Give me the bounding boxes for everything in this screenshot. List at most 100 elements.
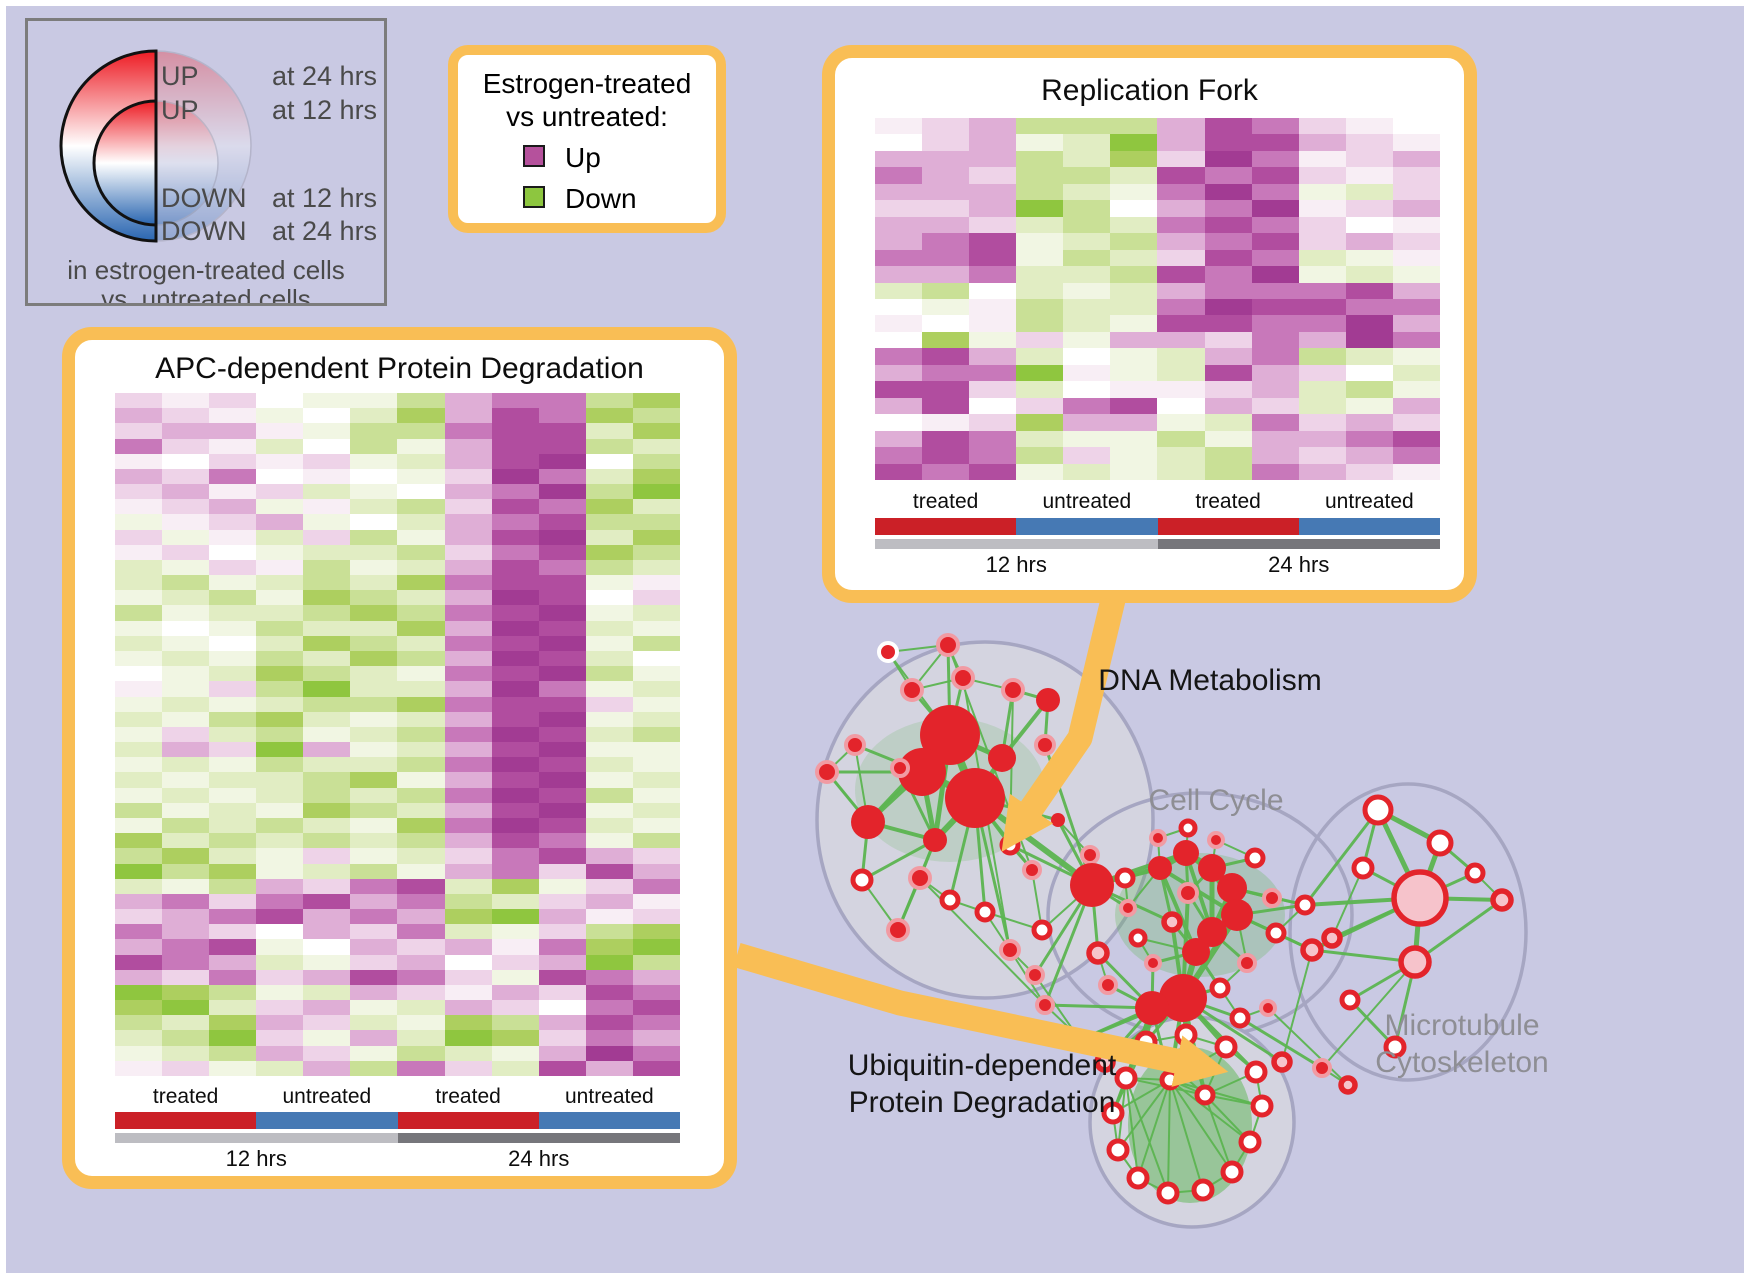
heatmap-cell	[585, 438, 633, 454]
heatmap-cell	[538, 924, 586, 940]
heatmap-cell	[1251, 397, 1299, 415]
heatmap-cell	[491, 605, 539, 621]
heatmap-cell	[444, 939, 492, 955]
heatmap-cell	[1392, 315, 1440, 332]
heatmap-cell	[397, 484, 445, 500]
heatmap-cell	[397, 878, 445, 894]
heatmap-cell	[1251, 150, 1299, 168]
heatmap-cell	[303, 484, 351, 500]
heatmap-cell	[397, 742, 445, 758]
heatmap-cell	[303, 590, 351, 606]
network-node	[1106, 1138, 1130, 1162]
heatmap-cell	[444, 742, 492, 758]
heatmap-cell	[1157, 167, 1205, 184]
heatmap-cell	[444, 1030, 492, 1046]
network-node	[900, 678, 924, 702]
network-edge	[918, 768, 979, 802]
heatmap-cell	[1204, 200, 1252, 217]
heatmap-cell	[922, 348, 970, 365]
heatmap-cell	[209, 681, 257, 697]
heatmap-cell	[256, 984, 304, 1001]
heatmap-cell	[1392, 348, 1440, 365]
heatmap-cell	[491, 468, 539, 485]
heatmap-cell	[256, 848, 304, 864]
heatmap-cell	[538, 620, 586, 636]
network-edge	[1089, 865, 1163, 888]
network-edge	[1186, 866, 1214, 895]
heatmap-cell	[350, 408, 398, 424]
network-edge	[1209, 865, 1235, 891]
network-node	[844, 734, 866, 756]
heatmap-cell	[209, 559, 257, 576]
network-node	[1101, 1101, 1125, 1125]
heatmap-cell	[303, 833, 351, 849]
network-edges	[825, 643, 1504, 1194]
heatmap-cell	[303, 1060, 351, 1076]
heatmap-cell	[303, 848, 351, 864]
heatmap-cell	[632, 1015, 680, 1031]
heatmap-cell	[491, 590, 539, 606]
network-edge	[1209, 912, 1240, 935]
heatmap-cell	[115, 499, 163, 515]
heatmap-cell	[922, 200, 970, 217]
network-node	[1391, 869, 1449, 927]
network-node	[1022, 860, 1042, 880]
panel-arrows	[733, 597, 1229, 1087]
heatmap-cell	[585, 924, 633, 940]
heatmap-cell	[162, 453, 210, 469]
heatmap-cell	[303, 666, 351, 682]
network-edge	[860, 820, 870, 882]
heatmap-cell	[585, 590, 633, 606]
heatmap-cell	[922, 414, 970, 431]
network-edge	[1125, 1077, 1171, 1081]
edge-density-blobs	[855, 718, 1285, 1203]
network-edge	[1215, 839, 1256, 859]
network-edge	[1112, 1041, 1147, 1114]
heatmap-cell	[1110, 315, 1158, 332]
heatmap-cell	[632, 1045, 680, 1061]
heatmap-cell	[922, 249, 970, 267]
heatmap-cell	[491, 393, 539, 409]
network-edge	[1090, 876, 1127, 887]
heatmap-cell	[1345, 266, 1393, 283]
heatmap-cell	[256, 1000, 304, 1016]
heatmap-cell	[303, 423, 351, 439]
heatmap-cell	[1063, 348, 1111, 365]
heatmap-cell	[115, 590, 163, 606]
heatmap-cell	[632, 742, 680, 758]
network-edge	[1413, 898, 1504, 964]
heatmap-cell	[875, 233, 923, 250]
heatmap-cell	[491, 757, 539, 773]
heatmap-cell	[585, 1000, 633, 1016]
heatmap-cell	[350, 969, 398, 985]
heatmap-cell	[115, 635, 163, 652]
heatmap-cell	[969, 150, 1017, 168]
network-edge	[1204, 1094, 1251, 1143]
heatmap-cell	[1110, 167, 1158, 184]
network-node	[1262, 888, 1282, 908]
heatmap-cell	[350, 605, 398, 621]
heatmap-cell	[491, 529, 539, 545]
heatmap-cell	[115, 711, 163, 727]
network-edge	[1137, 937, 1197, 953]
network-edge	[1043, 743, 1094, 887]
heatmap-cell	[922, 430, 970, 448]
network-node	[1178, 818, 1198, 838]
heatmap-cell	[209, 726, 257, 743]
heatmap-cell	[397, 438, 445, 454]
heatmap-cell	[303, 408, 351, 424]
heatmap-cell	[350, 1000, 398, 1016]
network-edge	[1034, 974, 1081, 1041]
heatmap-cell	[875, 183, 923, 201]
network-edge	[972, 795, 1095, 888]
edge-density-blob	[1115, 853, 1285, 977]
heatmap-cell	[256, 499, 304, 515]
network-nodes	[815, 633, 1514, 1205]
heatmap-cell	[1251, 183, 1299, 201]
network-edge	[1090, 851, 1188, 887]
heatmap-cell	[256, 681, 304, 697]
heatmap-cell	[209, 484, 257, 500]
network-node	[1144, 954, 1162, 972]
heatmap-cell	[632, 393, 680, 409]
network-edge	[1044, 1004, 1106, 1063]
